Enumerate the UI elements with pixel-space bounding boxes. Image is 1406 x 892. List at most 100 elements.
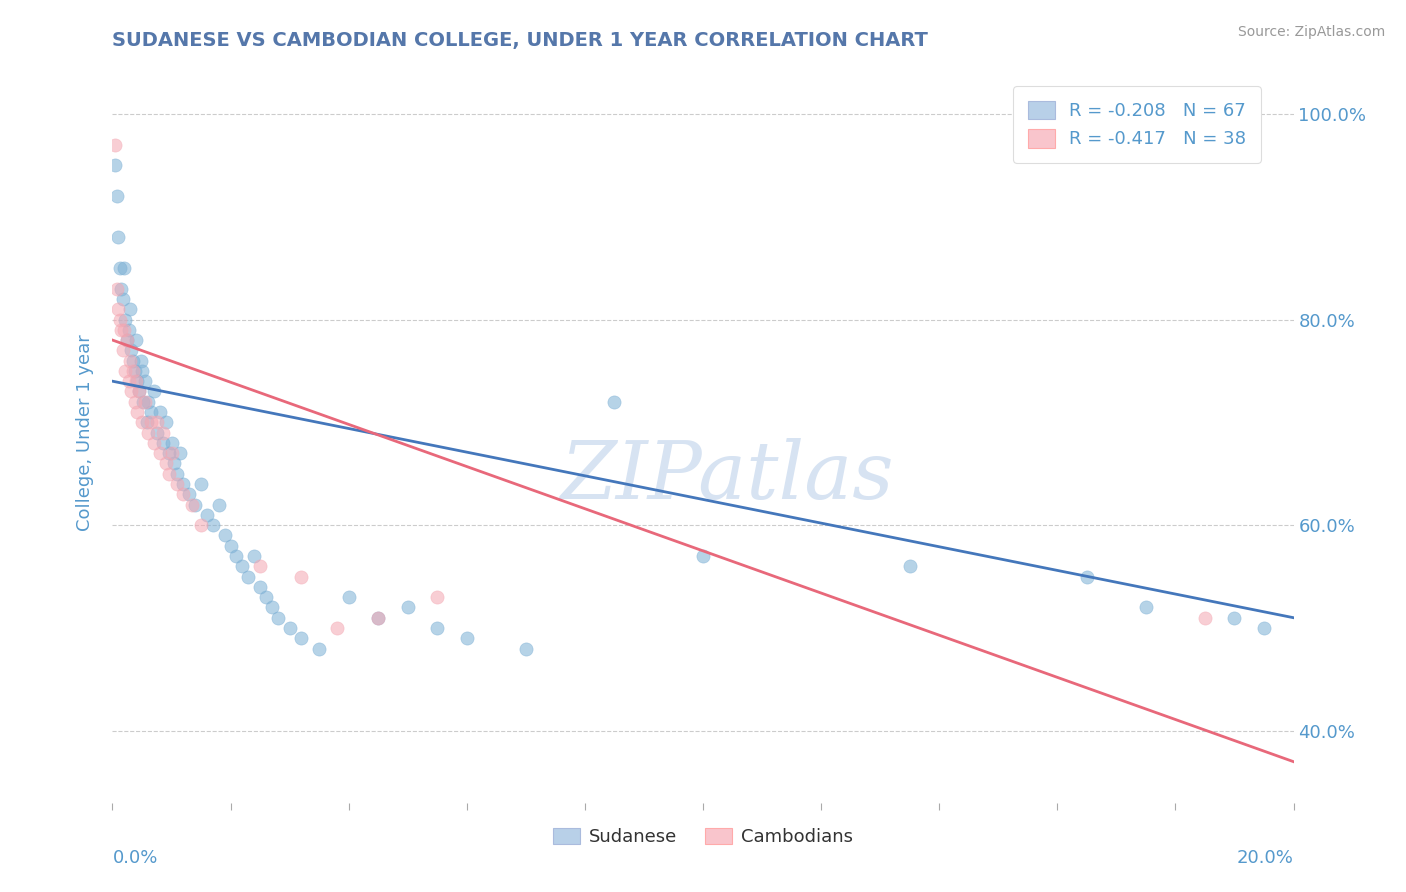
Point [120,384,142,399]
Point [110,323,132,337]
Point [136,394,159,409]
Point [1253,621,1275,635]
Point [104,137,127,152]
Point [120,343,142,358]
Point [155,415,177,429]
Point [127,374,149,388]
Point [108,312,131,326]
Point [1194,610,1216,624]
Point [190,477,212,491]
Point [120,353,142,368]
Point [1223,610,1246,624]
Point [136,425,159,440]
Point [692,549,714,563]
Y-axis label: College, Under 1 year: College, Under 1 year [76,334,94,531]
Point [146,425,169,440]
Point [122,353,145,368]
Point [120,302,142,317]
Point [225,549,247,563]
Point [149,405,172,419]
Point [254,590,277,604]
Point [456,632,478,646]
Point [108,261,131,276]
Point [112,261,135,276]
Point [105,282,128,296]
Point [396,600,419,615]
Point [160,446,183,460]
Point [132,394,155,409]
Legend: R = -0.208   N = 67, R = -0.417   N = 38: R = -0.208 N = 67, R = -0.417 N = 38 [1014,87,1261,163]
Point [1135,600,1157,615]
Point [135,415,157,429]
Point [107,230,129,244]
Point [184,498,207,512]
Point [125,374,148,388]
Point [238,569,260,583]
Point [114,364,136,378]
Point [201,518,224,533]
Point [267,610,290,624]
Point [231,559,253,574]
Point [134,394,156,409]
Point [190,518,212,533]
Point [112,292,135,306]
Point [157,467,180,481]
Point [160,436,183,450]
Point [367,610,389,624]
Point [515,641,537,656]
Point [155,457,177,471]
Point [290,569,312,583]
Point [163,457,186,471]
Point [142,436,165,450]
Point [278,621,301,635]
Point [128,384,150,399]
Point [149,446,172,460]
Point [308,641,330,656]
Point [146,415,169,429]
Text: 20.0%: 20.0% [1237,849,1294,867]
Point [243,549,266,563]
Point [112,323,135,337]
Point [112,343,135,358]
Point [139,415,162,429]
Point [290,632,312,646]
Point [105,189,128,203]
Text: 0.0%: 0.0% [112,849,157,867]
Point [152,425,174,440]
Point [195,508,218,522]
Point [898,559,921,574]
Point [249,580,271,594]
Point [426,621,449,635]
Point [219,539,242,553]
Point [172,487,194,501]
Point [179,487,201,501]
Point [128,384,150,399]
Point [134,374,156,388]
Point [124,394,146,409]
Point [214,528,236,542]
Point [118,323,141,337]
Point [181,498,204,512]
Point [249,559,271,574]
Point [104,158,127,172]
Point [117,333,138,347]
Point [125,333,148,347]
Point [124,364,146,378]
Point [114,312,136,326]
Point [326,621,349,635]
Point [169,446,191,460]
Point [166,477,188,491]
Point [110,282,132,296]
Point [260,600,283,615]
Point [157,446,180,460]
Text: ZIPatlas: ZIPatlas [560,438,893,516]
Point [127,405,149,419]
Point [107,302,129,317]
Point [142,384,165,399]
Point [139,405,162,419]
Point [118,374,141,388]
Point [131,415,153,429]
Point [166,467,188,481]
Point [208,498,231,512]
Point [367,610,389,624]
